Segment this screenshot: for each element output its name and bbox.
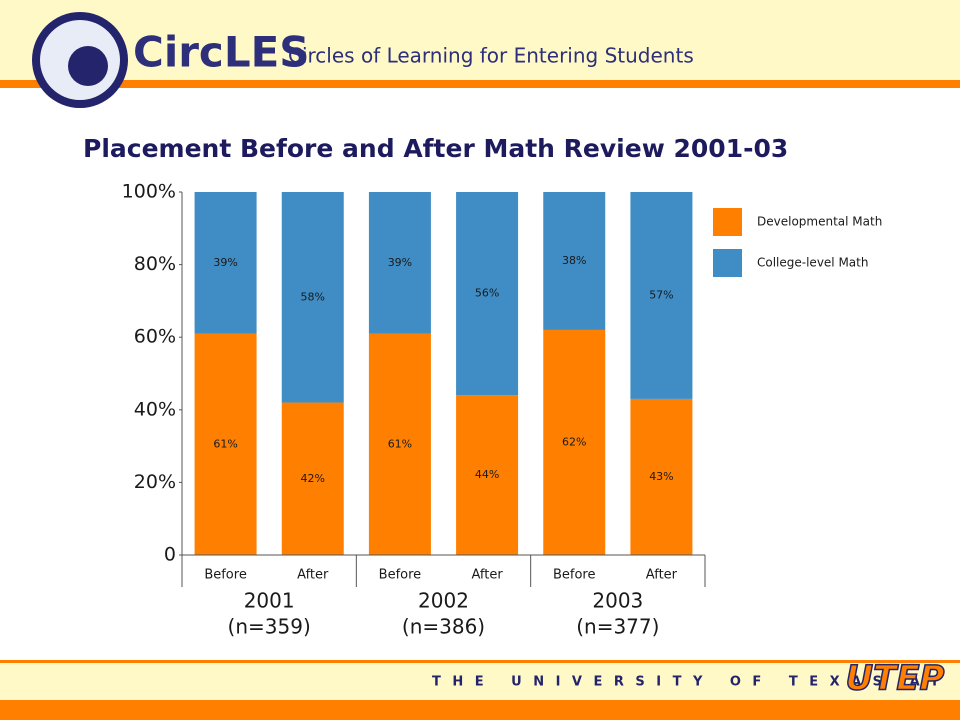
y-tick-label: 60% — [134, 326, 176, 348]
bar-segment — [456, 192, 519, 396]
footer-logo: UTEP — [846, 659, 945, 699]
data-label: 57% — [649, 288, 673, 301]
data-label: 38% — [562, 254, 586, 267]
bar-segment — [630, 192, 693, 399]
legend-label: College-level Math — [757, 256, 868, 270]
x-tick-label: Before — [553, 568, 596, 583]
legend-swatch — [713, 249, 742, 277]
footer-band — [0, 662, 960, 700]
footer-stripe — [0, 660, 960, 663]
bar-segment — [630, 398, 693, 555]
data-label: 58% — [301, 290, 325, 303]
header-band — [0, 0, 960, 80]
bar-segment — [456, 395, 519, 555]
y-tick-label: 40% — [134, 398, 176, 420]
bar-segment — [368, 333, 431, 555]
legend-swatch — [713, 208, 742, 236]
bar-segment — [281, 402, 344, 555]
data-label: 61% — [388, 437, 412, 450]
bar-segment — [543, 192, 606, 330]
y-tick-label: 80% — [134, 253, 176, 275]
x-tick-label: Before — [204, 568, 247, 583]
logo-center — [68, 46, 108, 86]
group-note: (n=386) — [402, 615, 485, 639]
header-stripe — [0, 80, 960, 88]
data-label: 61% — [213, 437, 237, 450]
footer-text: THE UNIVERSITY OF TEXAS AT EL PASO — [432, 675, 960, 690]
group-label: 2003 — [592, 589, 643, 613]
y-tick-label: 100% — [122, 181, 176, 203]
group-note: (n=359) — [228, 615, 311, 639]
bar-segment — [543, 329, 606, 555]
bar-segment — [194, 192, 257, 334]
x-tick-label: After — [297, 568, 329, 583]
data-label: 39% — [388, 256, 412, 269]
data-label: 39% — [213, 256, 237, 269]
footer-bottom — [0, 700, 960, 720]
chart-title: Placement Before and After Math Review 2… — [83, 134, 788, 163]
bar-segment — [281, 192, 344, 403]
tagline: Circles of Learning for Entering Student… — [288, 44, 694, 68]
x-tick-label: Before — [379, 568, 422, 583]
data-label: 42% — [301, 472, 325, 485]
x-tick-label: After — [646, 568, 678, 583]
x-tick-label: After — [471, 568, 503, 583]
data-label: 56% — [475, 287, 499, 300]
logo-text: CircLES — [133, 28, 310, 77]
y-tick-label: 20% — [134, 471, 176, 493]
data-label: 44% — [475, 468, 499, 481]
group-label: 2002 — [418, 589, 469, 613]
data-label: 62% — [562, 435, 586, 448]
bar-segment — [194, 333, 257, 555]
bar-segment — [368, 192, 431, 334]
y-tick-label: 0 — [164, 544, 176, 566]
data-label: 43% — [649, 470, 673, 483]
legend-label: Developmental Math — [757, 215, 882, 229]
group-label: 2001 — [244, 589, 295, 613]
group-note: (n=377) — [576, 615, 659, 639]
